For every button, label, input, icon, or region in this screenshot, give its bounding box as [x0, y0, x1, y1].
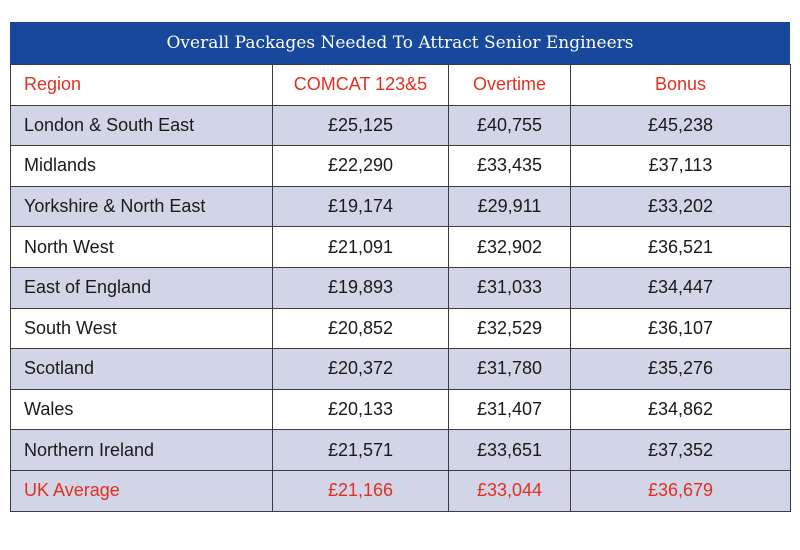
region-cell: South West [10, 307, 273, 350]
average-region-cell: UK Average [10, 469, 273, 512]
overtime-cell: £31,033 [448, 266, 571, 309]
comcat-cell: £21,091 [272, 226, 449, 268]
comcat-cell: £21,571 [272, 429, 449, 471]
region-cell: Yorkshire & North East [10, 185, 273, 228]
bonus-cell: £45,238 [570, 104, 791, 147]
average-row: UK Average £21,166 £33,044 £36,679 [10, 469, 791, 512]
bonus-cell: £36,521 [570, 226, 791, 268]
region-cell: East of England [10, 266, 273, 309]
table-row: Northern Ireland £21,571 £33,651 £37,352 [10, 429, 791, 471]
comcat-cell: £19,174 [272, 185, 449, 228]
overtime-cell: £31,780 [448, 348, 571, 390]
table-header-row: Region COMCAT 123&5 Overtime Bonus [10, 64, 791, 106]
region-cell: Northern Ireland [10, 429, 273, 471]
table-row: Midlands £22,290 £33,435 £37,113 [10, 145, 791, 187]
region-cell: North West [10, 226, 273, 268]
region-cell: London & South East [10, 104, 273, 147]
comcat-cell: £20,852 [272, 307, 449, 350]
table-row: South West £20,852 £32,529 £36,107 [10, 307, 791, 350]
overtime-cell: £32,902 [448, 226, 571, 268]
table-row: Wales £20,133 £31,407 £34,862 [10, 388, 791, 431]
bonus-cell: £35,276 [570, 348, 791, 390]
average-comcat-cell: £21,166 [272, 469, 449, 512]
header-overtime: Overtime [448, 64, 571, 106]
comcat-cell: £22,290 [272, 145, 449, 187]
region-cell: Midlands [10, 145, 273, 187]
bonus-cell: £37,352 [570, 429, 791, 471]
table-row: London & South East £25,125 £40,755 £45,238 [10, 104, 791, 147]
header-bonus: Bonus [570, 64, 791, 106]
header-region: Region [10, 64, 273, 106]
bonus-cell: £34,447 [570, 266, 791, 309]
comcat-cell: £20,133 [272, 388, 449, 431]
overtime-cell: £31,407 [448, 388, 571, 431]
average-overtime-cell: £33,044 [448, 469, 571, 512]
table-row: North West £21,091 £32,902 £36,521 [10, 226, 791, 268]
average-bonus-cell: £36,679 [570, 469, 791, 512]
table-title: Overall Packages Needed To Attract Senio… [10, 22, 790, 64]
overtime-cell: £33,435 [448, 145, 571, 187]
overtime-cell: £32,529 [448, 307, 571, 350]
comcat-cell: £20,372 [272, 348, 449, 390]
packages-table: Region COMCAT 123&5 Overtime Bonus Londo… [10, 64, 791, 512]
table-row: East of England £19,893 £31,033 £34,447 [10, 266, 791, 309]
bonus-cell: £37,113 [570, 145, 791, 187]
table-row: Scotland £20,372 £31,780 £35,276 [10, 348, 791, 390]
bonus-cell: £33,202 [570, 185, 791, 228]
region-cell: Scotland [10, 348, 273, 390]
packages-table-container: Overall Packages Needed To Attract Senio… [10, 22, 791, 512]
header-comcat: COMCAT 123&5 [272, 64, 449, 106]
overtime-cell: £33,651 [448, 429, 571, 471]
overtime-cell: £40,755 [448, 104, 571, 147]
comcat-cell: £25,125 [272, 104, 449, 147]
bonus-cell: £36,107 [570, 307, 791, 350]
overtime-cell: £29,911 [448, 185, 571, 228]
bonus-cell: £34,862 [570, 388, 791, 431]
table-row: Yorkshire & North East £19,174 £29,911 £33,… [10, 185, 791, 228]
comcat-cell: £19,893 [272, 266, 449, 309]
region-cell: Wales [10, 388, 273, 431]
